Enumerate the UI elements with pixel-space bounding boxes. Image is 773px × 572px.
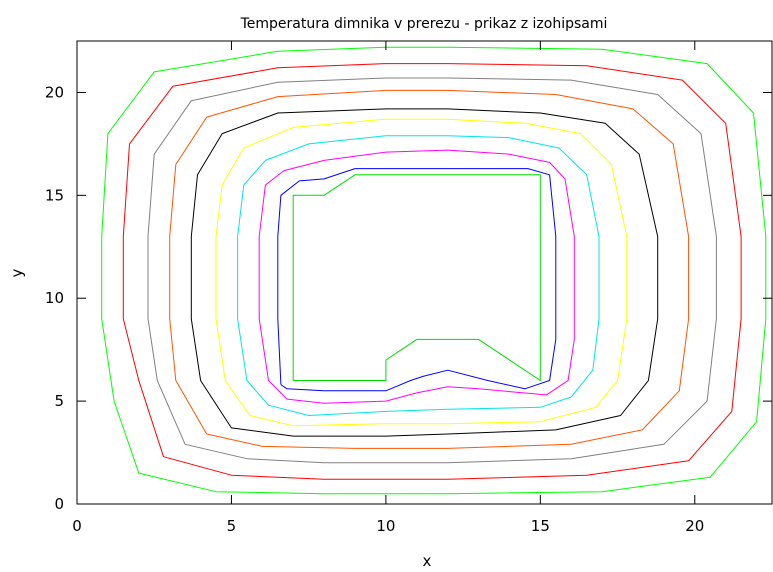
x-axis-label: x [423, 552, 432, 570]
chart-title: Temperatura dimnika v prerezu - prikaz z… [240, 16, 608, 32]
contour-line-8 [147, 77, 717, 464]
contour-line-10 [101, 46, 767, 495]
contour-line-2 [277, 168, 557, 392]
contour-line-3 [258, 149, 575, 404]
contour-line-9 [122, 63, 742, 480]
y-axis-label: y [8, 268, 26, 277]
contour-line-5 [215, 118, 628, 427]
x-tick-label-10: 10 [376, 517, 395, 535]
y-tick-label-20: 20 [45, 83, 64, 101]
y-axis-ticks: 0 5 10 15 20 [45, 83, 772, 513]
y-tick-label-10: 10 [45, 289, 64, 307]
plot-area-frame [76, 40, 773, 505]
x-tick-label-0: 0 [72, 517, 82, 535]
x-tick-label-20: 20 [685, 517, 704, 535]
contour-line-7 [169, 89, 690, 449]
contour-lines [101, 46, 767, 495]
y-tick-label-15: 15 [45, 186, 64, 204]
y-tick-label-5: 5 [54, 392, 64, 410]
contour-line-1 [292, 174, 541, 381]
y-tick-label-0: 0 [54, 495, 64, 513]
x-tick-label-5: 5 [227, 517, 237, 535]
x-axis-ticks: 0 5 10 15 20 [72, 41, 704, 535]
contour-line-4 [237, 135, 600, 416]
x-tick-label-15: 15 [531, 517, 550, 535]
contour-line-6 [190, 108, 659, 437]
